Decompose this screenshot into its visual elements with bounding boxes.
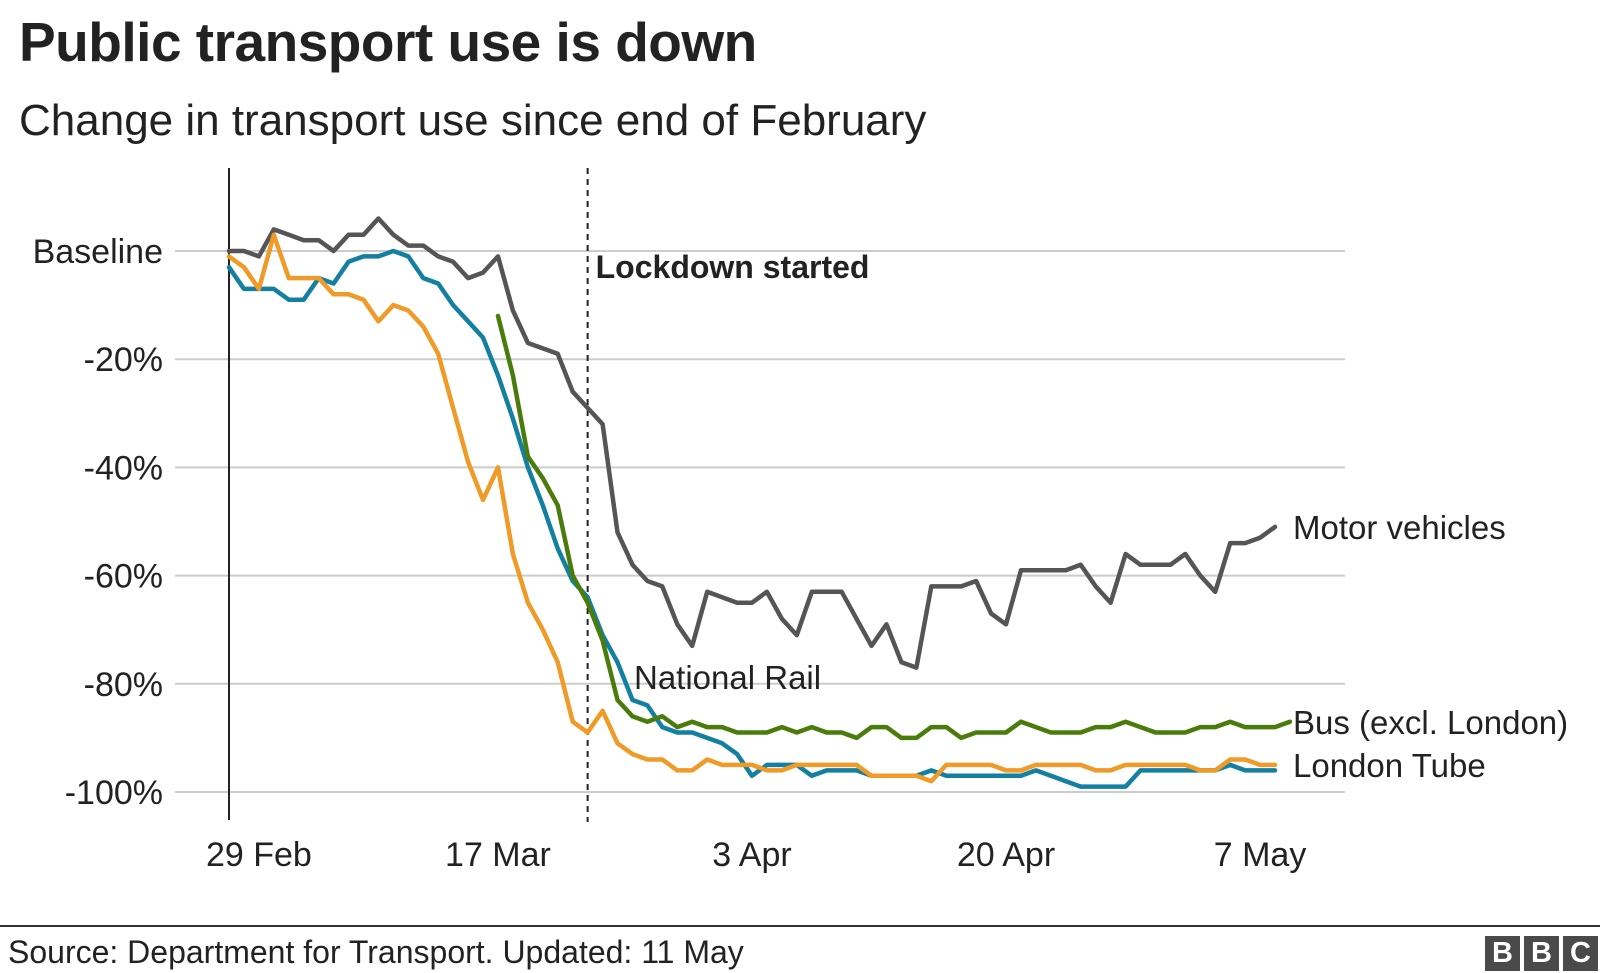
series-label-motor-vehicles: Motor vehicles (1293, 509, 1506, 546)
x-tick-label: 29 Feb (206, 836, 312, 874)
x-tick-label: 20 Apr (957, 836, 1055, 874)
line-chart: Baseline -20% -40% -60% -80% -100% 29 Feb 17 M… (33, 168, 1568, 874)
y-tick-label: -80% (84, 666, 163, 704)
bbc-logo-letter-3: C (1563, 936, 1598, 971)
source-note: Source: Department for Transport. Update… (8, 934, 744, 970)
series-line-national-rail (226, 248, 1278, 789)
y-tick-label: -40% (84, 449, 163, 487)
bbc-logo-letter-2: B (1524, 936, 1559, 971)
series-line-bus-excl-london (495, 313, 1293, 741)
series-line-motor-vehicles (226, 216, 1278, 670)
series-label-london-tube: London Tube (1293, 747, 1486, 784)
y-tick-label: Baseline (33, 233, 163, 271)
series-label-bus-excl-london: Bus (excl. London) (1293, 704, 1568, 741)
gridlines (175, 168, 1345, 820)
series-labels: Motor vehicles National Rail Bus (excl. Lo… (634, 509, 1568, 784)
y-tick-label: -20% (84, 341, 163, 379)
chart-title: Public transport use is down (19, 11, 757, 73)
lockdown-label: Lockdown started (596, 249, 870, 285)
series-label-national-rail: National Rail (634, 659, 821, 696)
x-tick-label: 7 May (1214, 836, 1307, 874)
series-line-london-tube (226, 232, 1278, 784)
y-tick-label: -60% (84, 558, 163, 596)
x-axis-labels: 29 Feb 17 Mar 3 Apr 20 Apr 7 May (206, 836, 1306, 874)
lockdown-annotation: Lockdown started (586, 168, 870, 822)
x-tick-label: 3 Apr (712, 836, 791, 874)
y-axis-labels: Baseline -20% -40% -60% -80% -100% (33, 233, 163, 812)
bbc-logo: B B C (1485, 936, 1598, 971)
bbc-logo-letter-1: B (1485, 936, 1520, 971)
series-lines (226, 216, 1293, 789)
y-tick-label: -100% (65, 774, 163, 812)
footer-divider (0, 925, 1600, 927)
x-tick-label: 17 Mar (445, 836, 551, 874)
chart-subtitle: Change in transport use since end of Feb… (19, 96, 927, 145)
